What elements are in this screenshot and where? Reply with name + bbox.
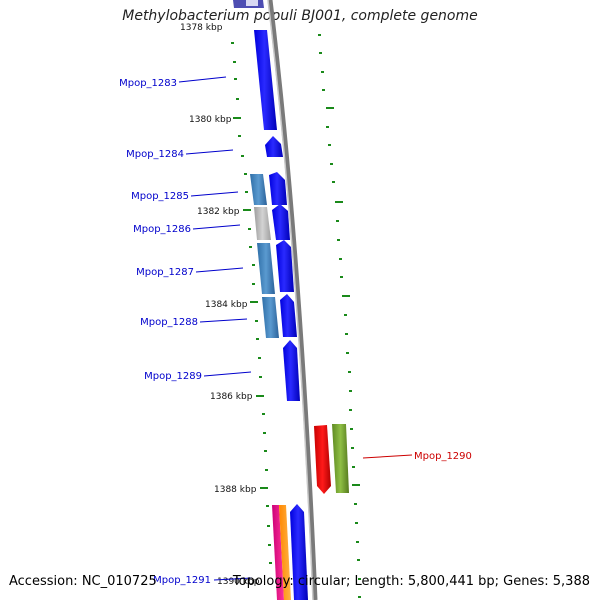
gene-label-mpop-1283[interactable]: Mpop_1283 [119, 78, 177, 89]
leader-lines [178, 76, 413, 581]
gene-feature-mpop-1285-b [250, 174, 267, 205]
gene-label-mpop-1291[interactable]: Mpop_1291 [153, 575, 211, 586]
accession-text: Accession: NC_010725 [9, 574, 157, 589]
gene-feature-mpop-1290-b [332, 424, 349, 493]
gene-feature-mpop-1283 [254, 30, 277, 130]
gene-feature-mpop-1286-b [254, 207, 271, 240]
map-title: Methylobacterium populi BJ001, complete … [122, 8, 478, 24]
gene-feature-mpop-1288 [280, 294, 297, 337]
tick-label-1382: 1382 kbp [197, 207, 240, 217]
gene-feature-mpop-1289 [283, 340, 300, 401]
tick-label-1384: 1384 kbp [205, 300, 248, 310]
gene-feature-mpop-1284 [265, 136, 283, 157]
gene-feature-mpop-1291-pink [272, 505, 284, 600]
gene-label-mpop-1286[interactable]: Mpop_1286 [133, 224, 191, 235]
gene-feature-mpop-1291 [290, 504, 308, 600]
gene-label-mpop-1289[interactable]: Mpop_1289 [144, 371, 202, 382]
gene-feature-mpop-1285 [269, 172, 287, 205]
tick-label-1388: 1388 kbp [214, 485, 257, 495]
gene-label-mpop-1290[interactable]: Mpop_1290 [414, 451, 472, 462]
outer-ticks [318, 34, 361, 598]
genome-backbone-highlight [267, 0, 314, 600]
gene-features [233, 0, 349, 600]
tick-label-1378: 1378 kbp [180, 23, 223, 33]
tick-label-1380: 1380 kbp [189, 115, 232, 125]
gene-label-mpop-1287[interactable]: Mpop_1287 [136, 267, 194, 278]
genome-backbone [267, 0, 318, 600]
gene-feature-mpop-1286 [272, 204, 290, 240]
tick-label-1390: 1390 kbp [217, 577, 260, 587]
gene-feature-mpop-1290 [314, 425, 331, 494]
tick-label-1386: 1386 kbp [210, 392, 253, 402]
inner-ticks [231, 42, 272, 564]
genome-summary-text: Topology: circular; Length: 5,800,441 bp… [232, 574, 590, 589]
gene-feature-mpop-1287-b [257, 243, 275, 294]
gene-label-mpop-1285[interactable]: Mpop_1285 [131, 191, 189, 202]
gene-label-mpop-1284[interactable]: Mpop_1284 [126, 149, 184, 160]
gene-feature-mpop-1291-orange [279, 505, 291, 600]
gene-feature-mpop-1288-b [262, 297, 279, 338]
gene-label-mpop-1288[interactable]: Mpop_1288 [140, 317, 198, 328]
gene-feature-mpop-1287 [276, 240, 294, 292]
